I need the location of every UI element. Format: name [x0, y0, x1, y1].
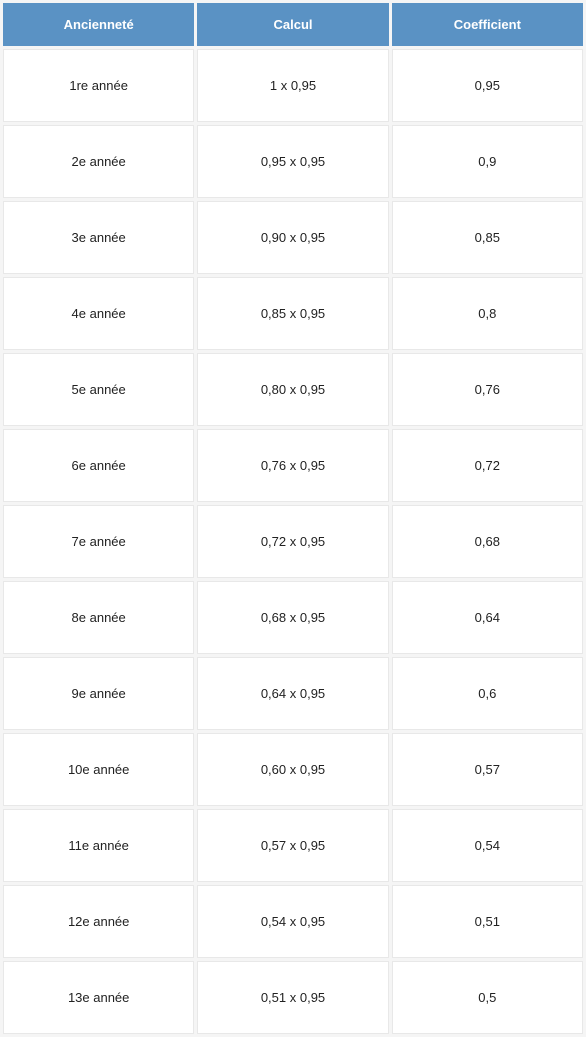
cell-coefficient: 0,8: [392, 277, 583, 350]
cell-calcul: 0,72 x 0,95: [197, 505, 388, 578]
table-row: 11e année 0,57 x 0,95 0,54: [3, 809, 583, 882]
table-row: 3e année 0,90 x 0,95 0,85: [3, 201, 583, 274]
cell-anciennete: 2e année: [3, 125, 194, 198]
cell-coefficient: 0,72: [392, 429, 583, 502]
cell-anciennete: 9e année: [3, 657, 194, 730]
cell-calcul: 0,85 x 0,95: [197, 277, 388, 350]
cell-coefficient: 0,85: [392, 201, 583, 274]
cell-calcul: 0,80 x 0,95: [197, 353, 388, 426]
cell-anciennete: 3e année: [3, 201, 194, 274]
table-row: 4e année 0,85 x 0,95 0,8: [3, 277, 583, 350]
cell-anciennete: 1re année: [3, 49, 194, 122]
cell-anciennete: 6e année: [3, 429, 194, 502]
table-row: 2e année 0,95 x 0,95 0,9: [3, 125, 583, 198]
cell-calcul: 1 x 0,95: [197, 49, 388, 122]
table-header-row: Ancienneté Calcul Coefficient: [3, 3, 583, 46]
table-row: 1re année 1 x 0,95 0,95: [3, 49, 583, 122]
table-row: 12e année 0,54 x 0,95 0,51: [3, 885, 583, 958]
table-row: 8e année 0,68 x 0,95 0,64: [3, 581, 583, 654]
cell-anciennete: 4e année: [3, 277, 194, 350]
cell-coefficient: 0,5: [392, 961, 583, 1034]
cell-calcul: 0,57 x 0,95: [197, 809, 388, 882]
header-anciennete: Ancienneté: [3, 3, 194, 46]
cell-calcul: 0,64 x 0,95: [197, 657, 388, 730]
cell-anciennete: 7e année: [3, 505, 194, 578]
cell-coefficient: 0,51: [392, 885, 583, 958]
cell-calcul: 0,90 x 0,95: [197, 201, 388, 274]
cell-coefficient: 0,95: [392, 49, 583, 122]
table-row: 7e année 0,72 x 0,95 0,68: [3, 505, 583, 578]
cell-calcul: 0,51 x 0,95: [197, 961, 388, 1034]
cell-anciennete: 10e année: [3, 733, 194, 806]
header-calcul: Calcul: [197, 3, 388, 46]
cell-calcul: 0,95 x 0,95: [197, 125, 388, 198]
cell-anciennete: 8e année: [3, 581, 194, 654]
cell-coefficient: 0,6: [392, 657, 583, 730]
cell-calcul: 0,68 x 0,95: [197, 581, 388, 654]
cell-calcul: 0,54 x 0,95: [197, 885, 388, 958]
table-row: 13e année 0,51 x 0,95 0,5: [3, 961, 583, 1034]
table-row: 10e année 0,60 x 0,95 0,57: [3, 733, 583, 806]
cell-coefficient: 0,9: [392, 125, 583, 198]
cell-anciennete: 12e année: [3, 885, 194, 958]
cell-anciennete: 11e année: [3, 809, 194, 882]
cell-coefficient: 0,68: [392, 505, 583, 578]
cell-calcul: 0,60 x 0,95: [197, 733, 388, 806]
cell-anciennete: 5e année: [3, 353, 194, 426]
header-coefficient: Coefficient: [392, 3, 583, 46]
coefficient-table: Ancienneté Calcul Coefficient 1re année …: [0, 0, 586, 1037]
cell-coefficient: 0,54: [392, 809, 583, 882]
table-row: 5e année 0,80 x 0,95 0,76: [3, 353, 583, 426]
cell-coefficient: 0,57: [392, 733, 583, 806]
table-row: 9e année 0,64 x 0,95 0,6: [3, 657, 583, 730]
cell-coefficient: 0,64: [392, 581, 583, 654]
cell-calcul: 0,76 x 0,95: [197, 429, 388, 502]
cell-anciennete: 13e année: [3, 961, 194, 1034]
table-row: 6e année 0,76 x 0,95 0,72: [3, 429, 583, 502]
cell-coefficient: 0,76: [392, 353, 583, 426]
